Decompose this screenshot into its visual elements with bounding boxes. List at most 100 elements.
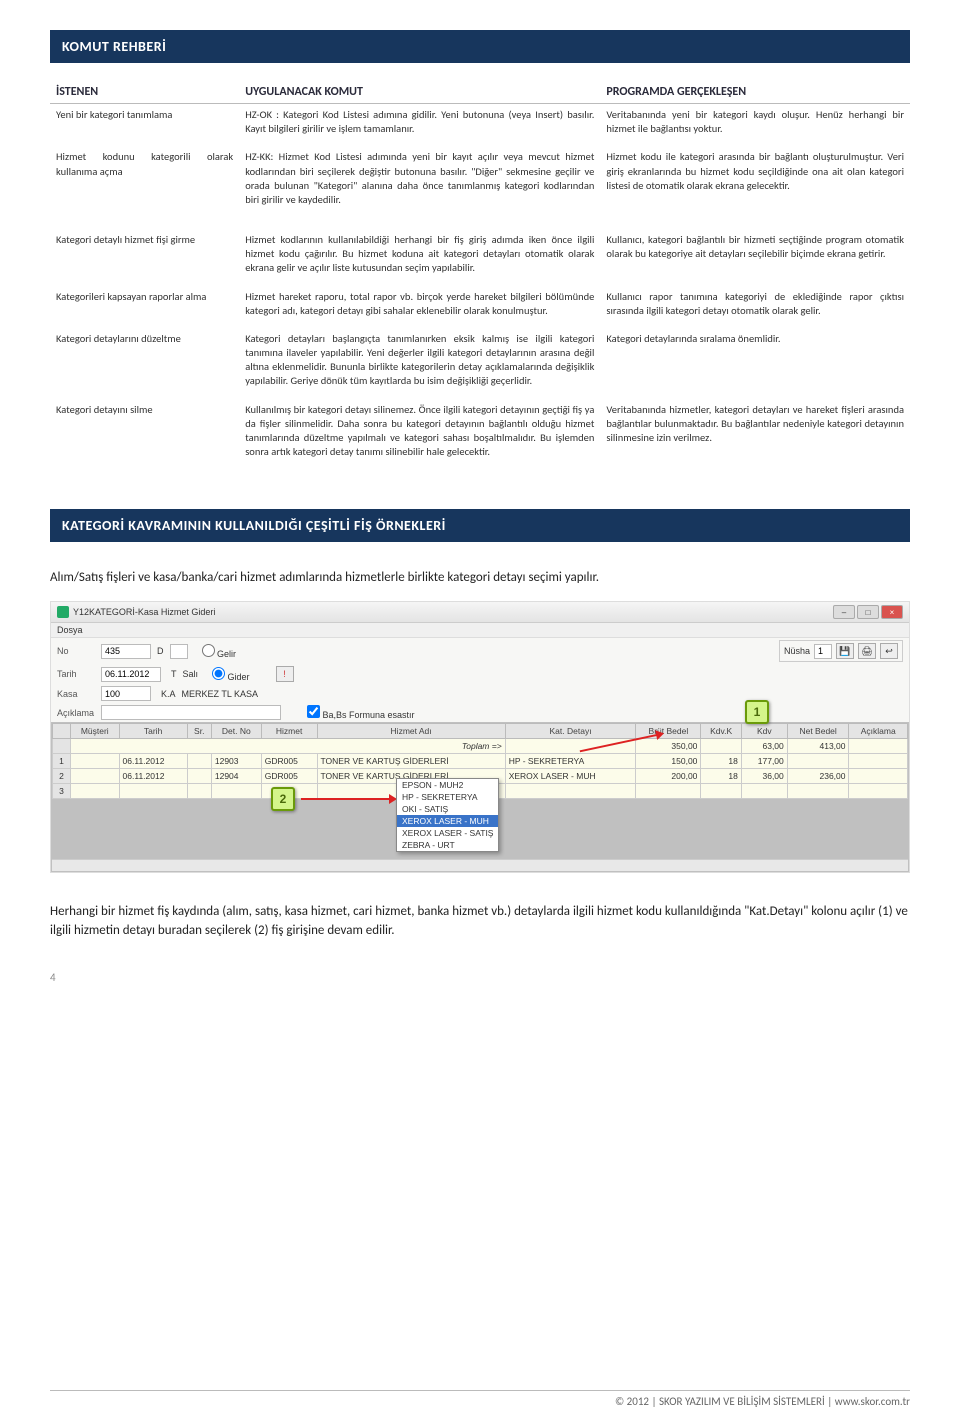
kasa-ad-text: MERKEZ TL KASA — [182, 689, 259, 699]
grid-cell[interactable]: 12904 — [211, 769, 261, 784]
tarih-input[interactable] — [101, 667, 161, 682]
kasa-input[interactable] — [101, 686, 151, 701]
grid-cell[interactable] — [71, 769, 120, 784]
print-icon[interactable]: 🖨 — [858, 643, 876, 659]
window-icon — [57, 606, 69, 618]
grid-cell[interactable]: GDR005 — [261, 769, 317, 784]
grid-cell[interactable] — [741, 784, 787, 799]
total-brut: 350,00 — [636, 739, 701, 754]
grid-col-header[interactable]: Müşteri — [71, 724, 120, 739]
grid-row[interactable]: 1 06.11.2012 12903 GDR005 TONER VE KARTU… — [53, 754, 908, 769]
page-number: 4 — [50, 971, 910, 984]
grid-col-header[interactable]: Sr. — [187, 724, 211, 739]
grid-cell[interactable] — [787, 754, 849, 769]
save-icon[interactable]: 💾 — [836, 643, 854, 659]
grid-col-header[interactable]: Tarih — [119, 724, 187, 739]
table-row: Yeni bir kategori tanımlamaHZ-OK : Kateg… — [50, 104, 910, 147]
grid-cell[interactable]: TONER VE KARTUŞ GİDERLERİ — [317, 754, 505, 769]
grid-col-header[interactable]: Kat. Detayı — [505, 724, 636, 739]
grid-col-header[interactable]: Kdv.K — [701, 724, 741, 739]
grid-col-header[interactable]: Hizmet Adı — [317, 724, 505, 739]
grid-col-header[interactable]: Kdv — [741, 724, 787, 739]
row-num: 2 — [53, 769, 71, 784]
close-button[interactable]: × — [881, 605, 903, 619]
grid-cell[interactable] — [211, 784, 261, 799]
babs-check[interactable] — [307, 705, 320, 718]
nusha-input[interactable] — [814, 644, 832, 659]
grid-cell[interactable] — [505, 784, 636, 799]
table-cell: Kullanılmış bir kategori detayı silineme… — [239, 399, 600, 470]
total-kdv: 63,00 — [741, 739, 787, 754]
gider-radio-label[interactable]: Gider — [212, 667, 250, 682]
dropdown-item[interactable]: XEROX LASER - SATIŞ — [397, 827, 498, 839]
toplam-label: Toplam => — [71, 739, 506, 754]
grid-cell[interactable]: 06.11.2012 — [119, 769, 187, 784]
grid-cell[interactable] — [71, 784, 120, 799]
grid-cell[interactable]: 200,00 — [636, 769, 701, 784]
babs-text: Ba,Bs Formuna esastır — [323, 710, 415, 720]
section-header-komut: KOMUT REHBERİ — [50, 30, 910, 63]
grid-col-header[interactable]: Det. No — [211, 724, 261, 739]
grid-cell[interactable] — [849, 769, 908, 784]
grid-cell[interactable]: 12903 — [211, 754, 261, 769]
table-row: Kategori detayını silmeKullanılmış bir k… — [50, 399, 910, 470]
grid-cell[interactable] — [71, 754, 120, 769]
grid-cell[interactable] — [187, 769, 211, 784]
grid-cell[interactable]: XEROX LASER - MUH — [505, 769, 636, 784]
aciklama-label: Açıklama — [57, 708, 95, 718]
grid-cell[interactable]: 06.11.2012 — [119, 754, 187, 769]
dropdown-item[interactable]: OKI - SATIŞ — [397, 803, 498, 815]
grid-col-header[interactable] — [53, 724, 71, 739]
no-input[interactable] — [101, 644, 151, 659]
grid-cell[interactable]: 236,00 — [787, 769, 849, 784]
grid-cell — [505, 739, 636, 754]
grid-col-header[interactable]: Açıklama — [849, 724, 908, 739]
grid-cell[interactable] — [849, 784, 908, 799]
gelir-radio[interactable] — [202, 644, 215, 657]
callout-2: 2 — [271, 787, 295, 811]
dropdown-item[interactable]: HP - SEKRETERYA — [397, 791, 498, 803]
callout-1: 1 — [745, 700, 769, 724]
grid-col-header[interactable]: Hizmet — [261, 724, 317, 739]
gelir-text: Gelir — [217, 649, 236, 659]
ka-label: K.A — [161, 689, 176, 699]
d-input[interactable] — [170, 644, 188, 659]
kategori-dropdown[interactable]: EPSON - MUH2HP - SEKRETERYAOKI - SATIŞXE… — [396, 778, 499, 852]
grid-cell[interactable]: GDR005 — [261, 754, 317, 769]
grid-col-header[interactable]: Net Bedel — [787, 724, 849, 739]
grid-cell[interactable] — [849, 754, 908, 769]
grid-cell[interactable] — [701, 784, 741, 799]
grid-cell[interactable]: 36,00 — [741, 769, 787, 784]
grid-cell[interactable]: 177,00 — [741, 754, 787, 769]
grid-cell[interactable]: HP - SEKRETERYA — [505, 754, 636, 769]
horizontal-scrollbar[interactable] — [52, 859, 908, 871]
kasa-label: Kasa — [57, 689, 95, 699]
grid-cell[interactable] — [187, 754, 211, 769]
gider-radio[interactable] — [212, 667, 225, 680]
maximize-button[interactable]: □ — [857, 605, 879, 619]
babs-check-label[interactable]: Ba,Bs Formuna esastır — [307, 705, 415, 720]
dropdown-item[interactable]: XEROX LASER - MUH — [397, 815, 498, 827]
alert-icon[interactable]: ! — [276, 666, 294, 682]
dropdown-item[interactable]: EPSON - MUH2 — [397, 779, 498, 791]
dropdown-item[interactable]: ZEBRA - URT — [397, 839, 498, 851]
th-gerceklesen: PROGRAMDA GERÇEKLEŞEN — [600, 81, 910, 104]
table-row: Hizmet kodunu kategorili olarak kullanım… — [50, 146, 910, 217]
menu-dosya[interactable]: Dosya — [57, 625, 83, 635]
aciklama-input[interactable] — [101, 705, 281, 720]
grid-cell[interactable]: 18 — [701, 769, 741, 784]
grid-cell[interactable]: 150,00 — [636, 754, 701, 769]
table-cell: Hizmet hareket raporu, total rapor vb. b… — [239, 286, 600, 328]
grid-cell[interactable] — [787, 784, 849, 799]
screenshot-wrap: Y12KATEGORİ-Kasa Hizmet Gideri – □ × Dos… — [50, 601, 910, 873]
grid-cell[interactable] — [187, 784, 211, 799]
grid-cell[interactable] — [636, 784, 701, 799]
gelir-radio-label[interactable]: Gelir — [202, 644, 237, 659]
exit-icon[interactable]: ↩ — [880, 643, 898, 659]
grid-cell[interactable]: 18 — [701, 754, 741, 769]
gun-text: Salı — [183, 669, 199, 679]
body-text-2: Herhangi bir hizmet fiş kaydında (alım, … — [50, 903, 910, 941]
minimize-button[interactable]: – — [833, 605, 855, 619]
th-istenen: İSTENEN — [50, 81, 239, 104]
grid-cell[interactable] — [119, 784, 187, 799]
